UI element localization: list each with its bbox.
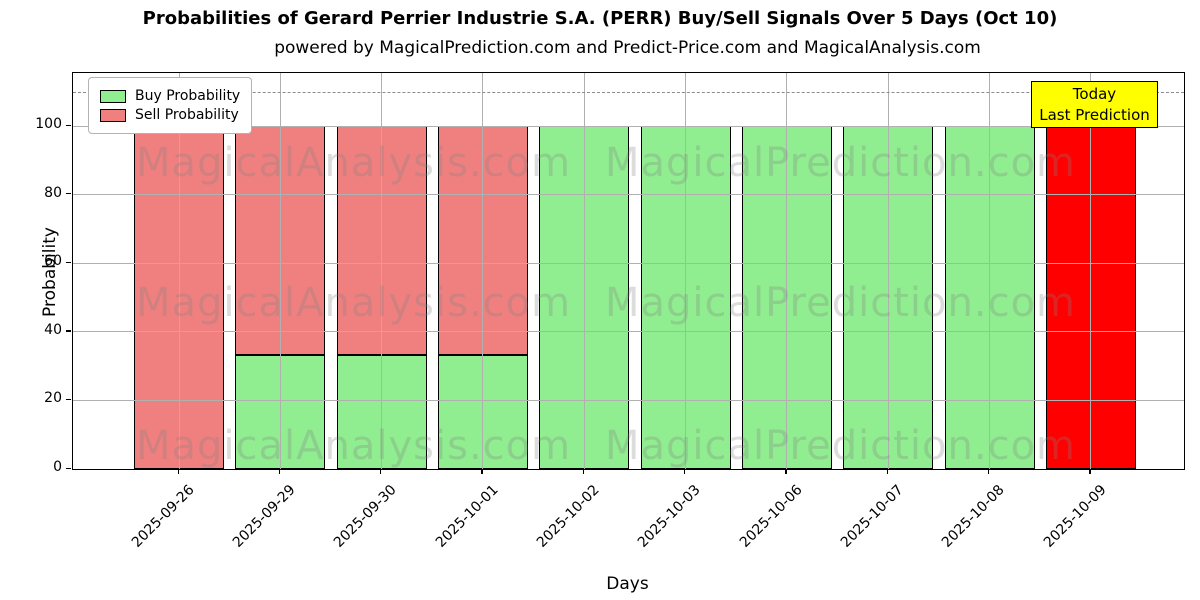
y-tick-label: 20 xyxy=(44,390,62,407)
x-tick-label: 2025-10-09 xyxy=(1040,482,1110,551)
x-tick-label: 2025-10-07 xyxy=(837,482,907,551)
y-tick-label: 60 xyxy=(44,253,62,270)
y-tick-mark xyxy=(66,467,71,469)
vertical-gridline xyxy=(178,73,180,469)
x-tick-label: 2025-10-03 xyxy=(635,482,704,551)
x-tick-mark xyxy=(785,469,787,474)
watermark-text: MagicalPrediction.com xyxy=(605,140,1076,186)
x-tick-label: 2025-09-26 xyxy=(128,482,198,551)
y-tick-label: 80 xyxy=(44,184,62,201)
today-annotation-line1: Today xyxy=(1072,85,1117,103)
grid-layer xyxy=(73,73,1184,469)
chart-title: Probabilities of Gerard Perrier Industri… xyxy=(142,8,1058,29)
y-tick-mark xyxy=(66,330,71,332)
x-tick-label: 2025-10-08 xyxy=(939,482,1008,551)
legend-label-buy: Buy Probability xyxy=(135,88,241,104)
watermark-text: MagicalAnalysis.com xyxy=(136,280,572,326)
watermark-text: MagicalAnalysis.com xyxy=(136,423,572,469)
y-tick-label: 100 xyxy=(35,116,62,133)
x-tick-label: 2025-10-02 xyxy=(533,482,603,551)
x-axis-label: Days xyxy=(606,574,649,594)
legend-item-buy: Buy Probability xyxy=(100,88,240,104)
y-tick-mark xyxy=(66,124,71,126)
y-axis-label: Probability xyxy=(40,227,60,317)
y-tick-mark xyxy=(66,261,71,263)
x-tick-mark xyxy=(988,469,990,474)
horizontal-gridline xyxy=(73,125,1184,127)
horizontal-gridline xyxy=(73,331,1184,333)
x-tick-mark xyxy=(582,469,584,474)
vertical-gridline xyxy=(381,73,383,469)
y-tick-mark xyxy=(66,193,71,195)
vertical-gridline xyxy=(685,73,687,469)
watermark-text: MagicalPrediction.com xyxy=(605,280,1076,326)
legend: Buy Probability Sell Probability xyxy=(88,77,253,134)
x-tick-mark xyxy=(481,469,483,474)
vertical-gridline xyxy=(887,73,889,469)
horizontal-gridline xyxy=(73,194,1184,196)
x-tick-mark xyxy=(380,469,382,474)
vertical-gridline xyxy=(786,73,788,469)
y-tick-mark xyxy=(66,398,71,401)
vertical-gridline xyxy=(482,73,484,469)
vertical-gridline xyxy=(1090,73,1092,469)
horizontal-gridline xyxy=(73,399,1184,401)
vertical-gridline xyxy=(989,73,991,469)
x-tick-mark xyxy=(1089,469,1091,474)
y-tick-label: 0 xyxy=(53,459,62,475)
horizontal-gridline xyxy=(73,262,1184,264)
x-tick-label: 2025-10-06 xyxy=(736,482,806,551)
threshold-dashed-line xyxy=(73,91,1184,93)
legend-label-sell: Sell Probability xyxy=(135,107,239,123)
today-annotation-line2: Last Prediction xyxy=(1039,106,1150,124)
sell-swatch-icon xyxy=(100,108,126,122)
x-tick-mark xyxy=(278,469,281,474)
y-tick-label: 40 xyxy=(44,321,62,338)
watermark-text: MagicalPrediction.com xyxy=(605,423,1076,469)
x-tick-mark xyxy=(177,469,179,474)
watermark-layer: MagicalAnalysis.com MagicalPrediction.com… xyxy=(73,73,1184,469)
x-tick-mark xyxy=(886,469,888,474)
chart-subtitle: powered by MagicalPrediction.com and Pre… xyxy=(274,38,981,58)
watermark-text: MagicalAnalysis.com xyxy=(136,140,572,186)
x-tick-label: 2025-09-29 xyxy=(229,482,299,551)
buy-swatch-icon xyxy=(100,89,126,103)
x-tick-label: 2025-09-30 xyxy=(331,482,400,551)
legend-item-sell: Sell Probability xyxy=(100,107,240,123)
plot-area: MagicalAnalysis.com MagicalPrediction.com… xyxy=(72,72,1185,470)
x-tick-label: 2025-10-01 xyxy=(432,482,502,551)
today-annotation: Today Last Prediction xyxy=(1031,81,1158,128)
x-tick-mark xyxy=(684,469,686,474)
vertical-gridline xyxy=(583,73,585,469)
vertical-gridline xyxy=(279,73,281,469)
